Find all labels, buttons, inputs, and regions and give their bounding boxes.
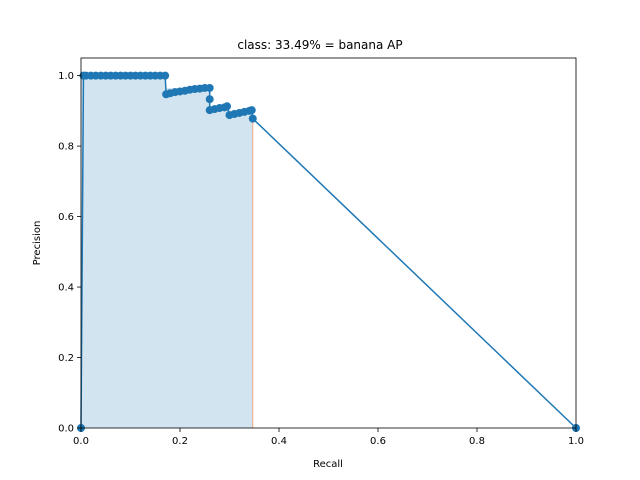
x-axis-label: Recall xyxy=(313,459,343,470)
x-tick-label: 0.0 xyxy=(73,436,89,447)
y-tick-label: 0.0 xyxy=(58,424,74,435)
y-tick-label: 1.0 xyxy=(58,71,74,82)
y-tick-label: 0.6 xyxy=(58,212,74,223)
data-point xyxy=(248,114,257,123)
x-tick-label: 1.0 xyxy=(568,436,584,447)
y-tick-label: 0.8 xyxy=(58,142,74,153)
y-axis-label: Precision xyxy=(32,221,43,266)
x-tick-label: 0.8 xyxy=(469,436,485,447)
x-tick-label: 0.6 xyxy=(370,436,386,447)
data-point xyxy=(205,95,214,104)
x-tick-label: 0.2 xyxy=(172,436,188,447)
data-point xyxy=(161,71,170,80)
y-tick-label: 0.2 xyxy=(58,353,74,364)
axes-frame xyxy=(80,57,577,429)
x-tick-label: 0.4 xyxy=(271,436,287,447)
ap-area xyxy=(81,75,253,428)
plot-area: 0.0 0.2 0.4 0.6 0.8 1.0 0.0 0.2 0.4 0.6 0.8 1.0 xyxy=(58,57,584,447)
data-point xyxy=(223,102,232,111)
data-point xyxy=(205,83,214,92)
data-point xyxy=(247,106,256,115)
y-tick-label: 0.4 xyxy=(58,283,74,294)
chart-title: class: 33.49% = banana AP xyxy=(237,38,402,52)
